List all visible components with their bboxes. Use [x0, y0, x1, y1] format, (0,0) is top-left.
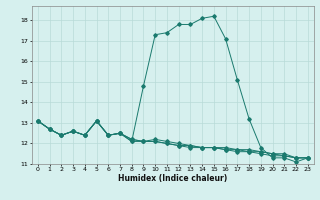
- X-axis label: Humidex (Indice chaleur): Humidex (Indice chaleur): [118, 174, 228, 183]
